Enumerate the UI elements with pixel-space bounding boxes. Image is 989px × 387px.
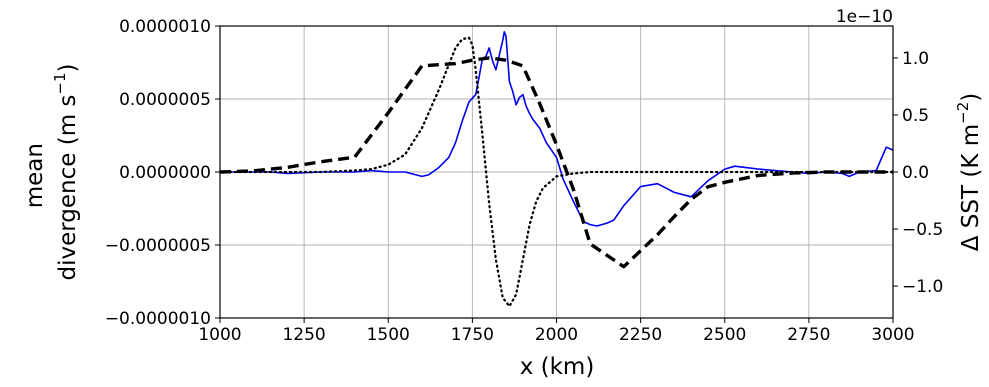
series-line-dotted-2 xyxy=(218,36,895,308)
left-y-axis-label-line1: mean xyxy=(22,143,48,208)
right-y-tick-label: 0.0 xyxy=(902,163,929,183)
right-y-axis-unit-exponent: −2 xyxy=(954,102,972,124)
right-y-tick-label: −0.5 xyxy=(902,220,943,240)
left-y-tick-label: 0.0000005 xyxy=(119,90,211,110)
left-y-axis-label: mean divergence (m s−1) xyxy=(22,63,81,280)
left-y-tick-label: −0.0000005 xyxy=(105,236,211,256)
x-tick-label: 1750 xyxy=(451,325,494,345)
x-tick-label: 1000 xyxy=(198,325,241,345)
left-y-tick-label: −0.0000010 xyxy=(105,309,211,329)
left-y-axis-label-line2: divergence (m s xyxy=(55,95,81,281)
right-axis-offset-label: 1e−10 xyxy=(836,7,893,27)
x-tick-label: 2500 xyxy=(703,325,746,345)
right-y-tick-label: 0.5 xyxy=(902,106,929,126)
tick-marks-and-labels: 1000 1250 1500 1750 2000 2250 2500 2750 30000.00… xyxy=(105,17,943,345)
left-y-axis-label-close: ) xyxy=(55,63,81,72)
right-y-tick-label: −1.0 xyxy=(902,277,943,297)
x-tick-label: 2750 xyxy=(787,325,830,345)
x-tick-label: 3000 xyxy=(871,325,914,345)
x-tick-label: 1500 xyxy=(367,325,410,345)
x-tick-label: 1250 xyxy=(282,325,325,345)
left-y-tick-label: 0.0000000 xyxy=(119,163,211,183)
x-tick-label: 2000 xyxy=(535,325,578,345)
x-axis-label: x (km) xyxy=(520,354,595,380)
series-line-dashed-1 xyxy=(219,56,893,269)
right-y-axis-label-close: ) xyxy=(958,93,984,102)
series-lines xyxy=(218,30,895,308)
right-y-axis-label-text: Δ SST (K m xyxy=(958,124,984,251)
left-y-axis-unit-exponent: −1 xyxy=(51,72,69,94)
right-y-axis-label: Δ SST (K m−2) xyxy=(954,93,984,252)
x-tick-label: 2250 xyxy=(619,325,662,345)
right-y-tick-label: 1.0 xyxy=(902,49,929,69)
left-y-tick-label: 0.0000010 xyxy=(119,17,211,37)
series-line-solid-0 xyxy=(220,30,894,227)
